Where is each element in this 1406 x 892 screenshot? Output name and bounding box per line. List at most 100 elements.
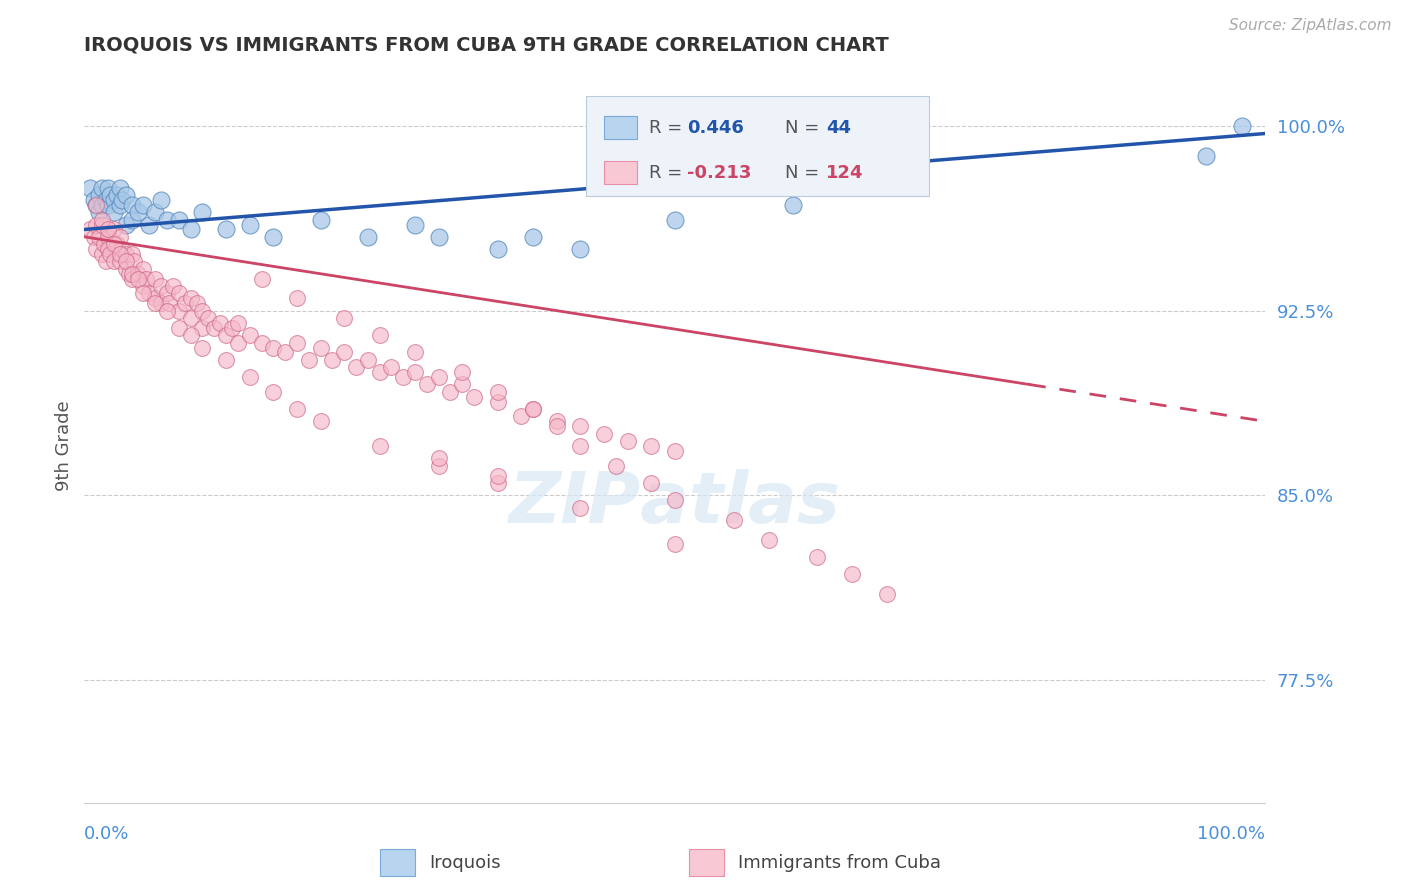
Point — [114, 254, 136, 268]
Point — [215, 328, 238, 343]
Point — [640, 475, 662, 490]
Point — [180, 222, 202, 236]
Point — [127, 271, 149, 285]
Point — [806, 549, 828, 564]
Point — [546, 414, 568, 428]
Point — [309, 212, 332, 227]
Point — [664, 537, 686, 551]
Bar — [605, 161, 637, 184]
Point — [114, 218, 136, 232]
Point — [143, 296, 166, 310]
Point — [111, 242, 134, 256]
Point — [226, 316, 249, 330]
Point — [138, 218, 160, 232]
Point — [605, 458, 627, 473]
Point — [321, 352, 343, 367]
Point — [664, 493, 686, 508]
Point — [150, 296, 173, 310]
Point — [285, 291, 308, 305]
Point — [103, 254, 125, 268]
Point — [103, 193, 125, 207]
Text: N =: N = — [785, 120, 825, 137]
Text: Iroquois: Iroquois — [429, 854, 501, 871]
Point — [121, 212, 143, 227]
Point — [79, 222, 101, 236]
Point — [250, 271, 273, 285]
Point — [107, 188, 129, 202]
Point — [173, 296, 195, 310]
Point — [723, 513, 745, 527]
Point — [392, 370, 415, 384]
Point — [111, 193, 134, 207]
Point — [239, 328, 262, 343]
Point — [103, 205, 125, 219]
Point — [94, 193, 117, 207]
Point — [344, 360, 367, 375]
Point — [121, 267, 143, 281]
Point — [132, 286, 155, 301]
Point — [758, 533, 780, 547]
Point — [167, 303, 190, 318]
Point — [114, 188, 136, 202]
Point — [79, 180, 101, 194]
Point — [463, 390, 485, 404]
Point — [84, 198, 107, 212]
Text: R =: R = — [650, 164, 688, 182]
Point — [121, 247, 143, 261]
Point — [510, 409, 533, 424]
Point — [191, 205, 214, 219]
Point — [357, 230, 380, 244]
Point — [91, 198, 114, 212]
Point — [91, 247, 114, 261]
Point — [118, 267, 141, 281]
Point — [522, 230, 544, 244]
Point — [97, 222, 120, 236]
Point — [97, 230, 120, 244]
Point — [226, 335, 249, 350]
Point — [84, 198, 107, 212]
Point — [209, 316, 232, 330]
Point — [239, 218, 262, 232]
Point — [298, 352, 321, 367]
Point — [368, 365, 391, 379]
Point — [262, 341, 284, 355]
Point — [150, 279, 173, 293]
Point — [451, 365, 474, 379]
Point — [143, 205, 166, 219]
Point — [357, 352, 380, 367]
Point — [121, 198, 143, 212]
Point — [97, 180, 120, 194]
Point — [333, 311, 356, 326]
Point — [97, 198, 120, 212]
Point — [427, 451, 450, 466]
Point — [522, 402, 544, 417]
Point — [876, 587, 898, 601]
Point — [132, 261, 155, 276]
Point — [546, 419, 568, 434]
Point — [162, 279, 184, 293]
Point — [1230, 119, 1253, 133]
Point — [215, 352, 238, 367]
Point — [664, 444, 686, 458]
Point — [83, 193, 105, 207]
Point — [782, 198, 804, 212]
Point — [135, 271, 157, 285]
Text: 124: 124 — [827, 164, 863, 182]
Point — [404, 365, 426, 379]
Point — [143, 291, 166, 305]
Text: -0.213: -0.213 — [686, 164, 751, 182]
Point — [103, 222, 125, 236]
Point — [132, 279, 155, 293]
Text: 0.446: 0.446 — [686, 120, 744, 137]
Point — [486, 242, 509, 256]
Point — [157, 296, 180, 310]
FancyBboxPatch shape — [586, 96, 929, 196]
Point — [132, 198, 155, 212]
Text: 0.0%: 0.0% — [84, 825, 129, 843]
Point — [108, 198, 131, 212]
Point — [486, 384, 509, 399]
Text: 100.0%: 100.0% — [1198, 825, 1265, 843]
Point — [108, 180, 131, 194]
Point — [309, 414, 332, 428]
Point — [522, 402, 544, 417]
